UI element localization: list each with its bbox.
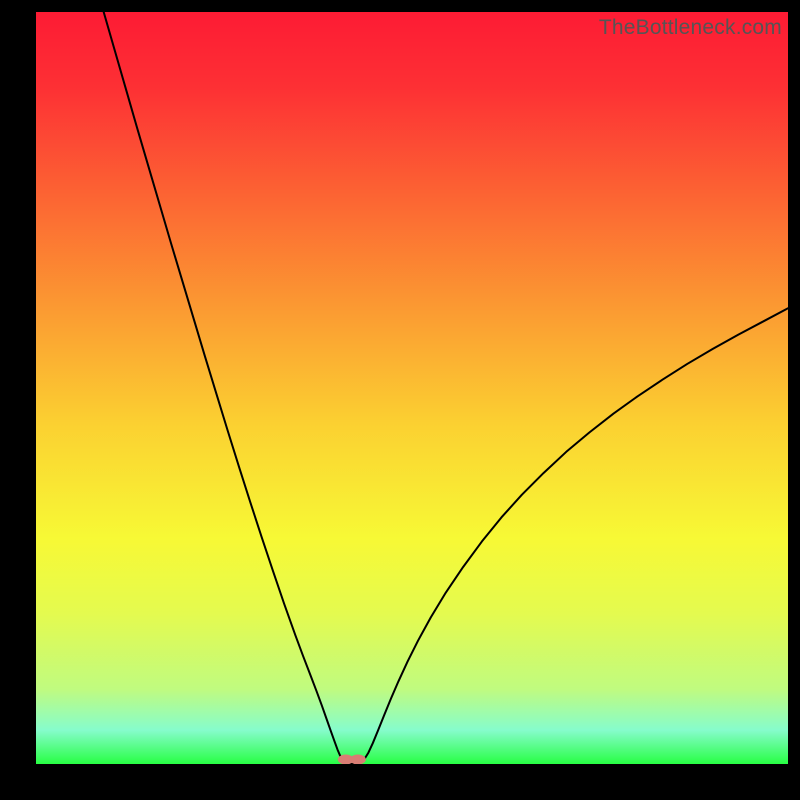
plot-area: TheBottleneck.com <box>36 12 788 764</box>
curve-svg <box>36 12 788 764</box>
watermark-text: TheBottleneck.com <box>599 16 782 40</box>
chart-frame: TheBottleneck.com <box>0 0 800 800</box>
